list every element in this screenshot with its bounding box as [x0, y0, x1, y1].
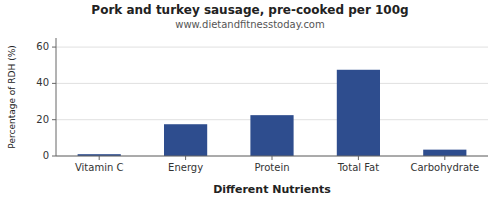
bar [250, 115, 293, 156]
bar [423, 150, 466, 156]
y-axis-line [56, 38, 57, 156]
grid-line [56, 47, 488, 48]
x-tick-label: Protein [254, 162, 289, 173]
bars [78, 70, 467, 156]
bar [337, 70, 380, 156]
y-tick-label: 60 [36, 41, 49, 52]
x-axis: Vitamin C Energy Protein Total Fat Carbohydr… [75, 156, 479, 173]
page: {"chart_data": {"type": "bar", "title": … [0, 0, 500, 200]
chart-container: 0 20 40 60 Vitamin C Energy Protein Total Fat Ca… [0, 0, 500, 200]
y-axis-label: Percentage of RDH (%) [7, 45, 17, 148]
y-tick [52, 47, 56, 48]
y-tick [52, 156, 56, 157]
grid-line [56, 83, 488, 84]
x-tick-label: Energy [168, 162, 203, 173]
chart-svg: 0 20 40 60 Vitamin C Energy Protein Total Fat Ca… [0, 0, 500, 200]
x-tick [99, 156, 100, 160]
x-tick [358, 156, 359, 160]
y-tick [52, 83, 56, 84]
x-tick [185, 156, 186, 160]
bar [164, 124, 207, 156]
x-tick [272, 156, 273, 160]
y-tick-label: 20 [36, 114, 49, 125]
y-tick [52, 119, 56, 120]
x-axis-label: Different Nutrients [213, 183, 331, 196]
subtitle: www.dietandfitnesstoday.com [175, 19, 324, 30]
x-tick [444, 156, 445, 160]
x-tick-label: Total Fat [337, 162, 379, 173]
x-tick-label: Vitamin C [75, 162, 123, 173]
y-axis: 0 20 40 60 [36, 41, 56, 161]
y-tick-label: 40 [36, 77, 49, 88]
y-grid [56, 47, 488, 156]
title: Pork and turkey sausage, pre-cooked per … [91, 3, 408, 17]
y-tick-label: 0 [43, 150, 49, 161]
x-tick-label: Carbohydrate [410, 162, 479, 173]
